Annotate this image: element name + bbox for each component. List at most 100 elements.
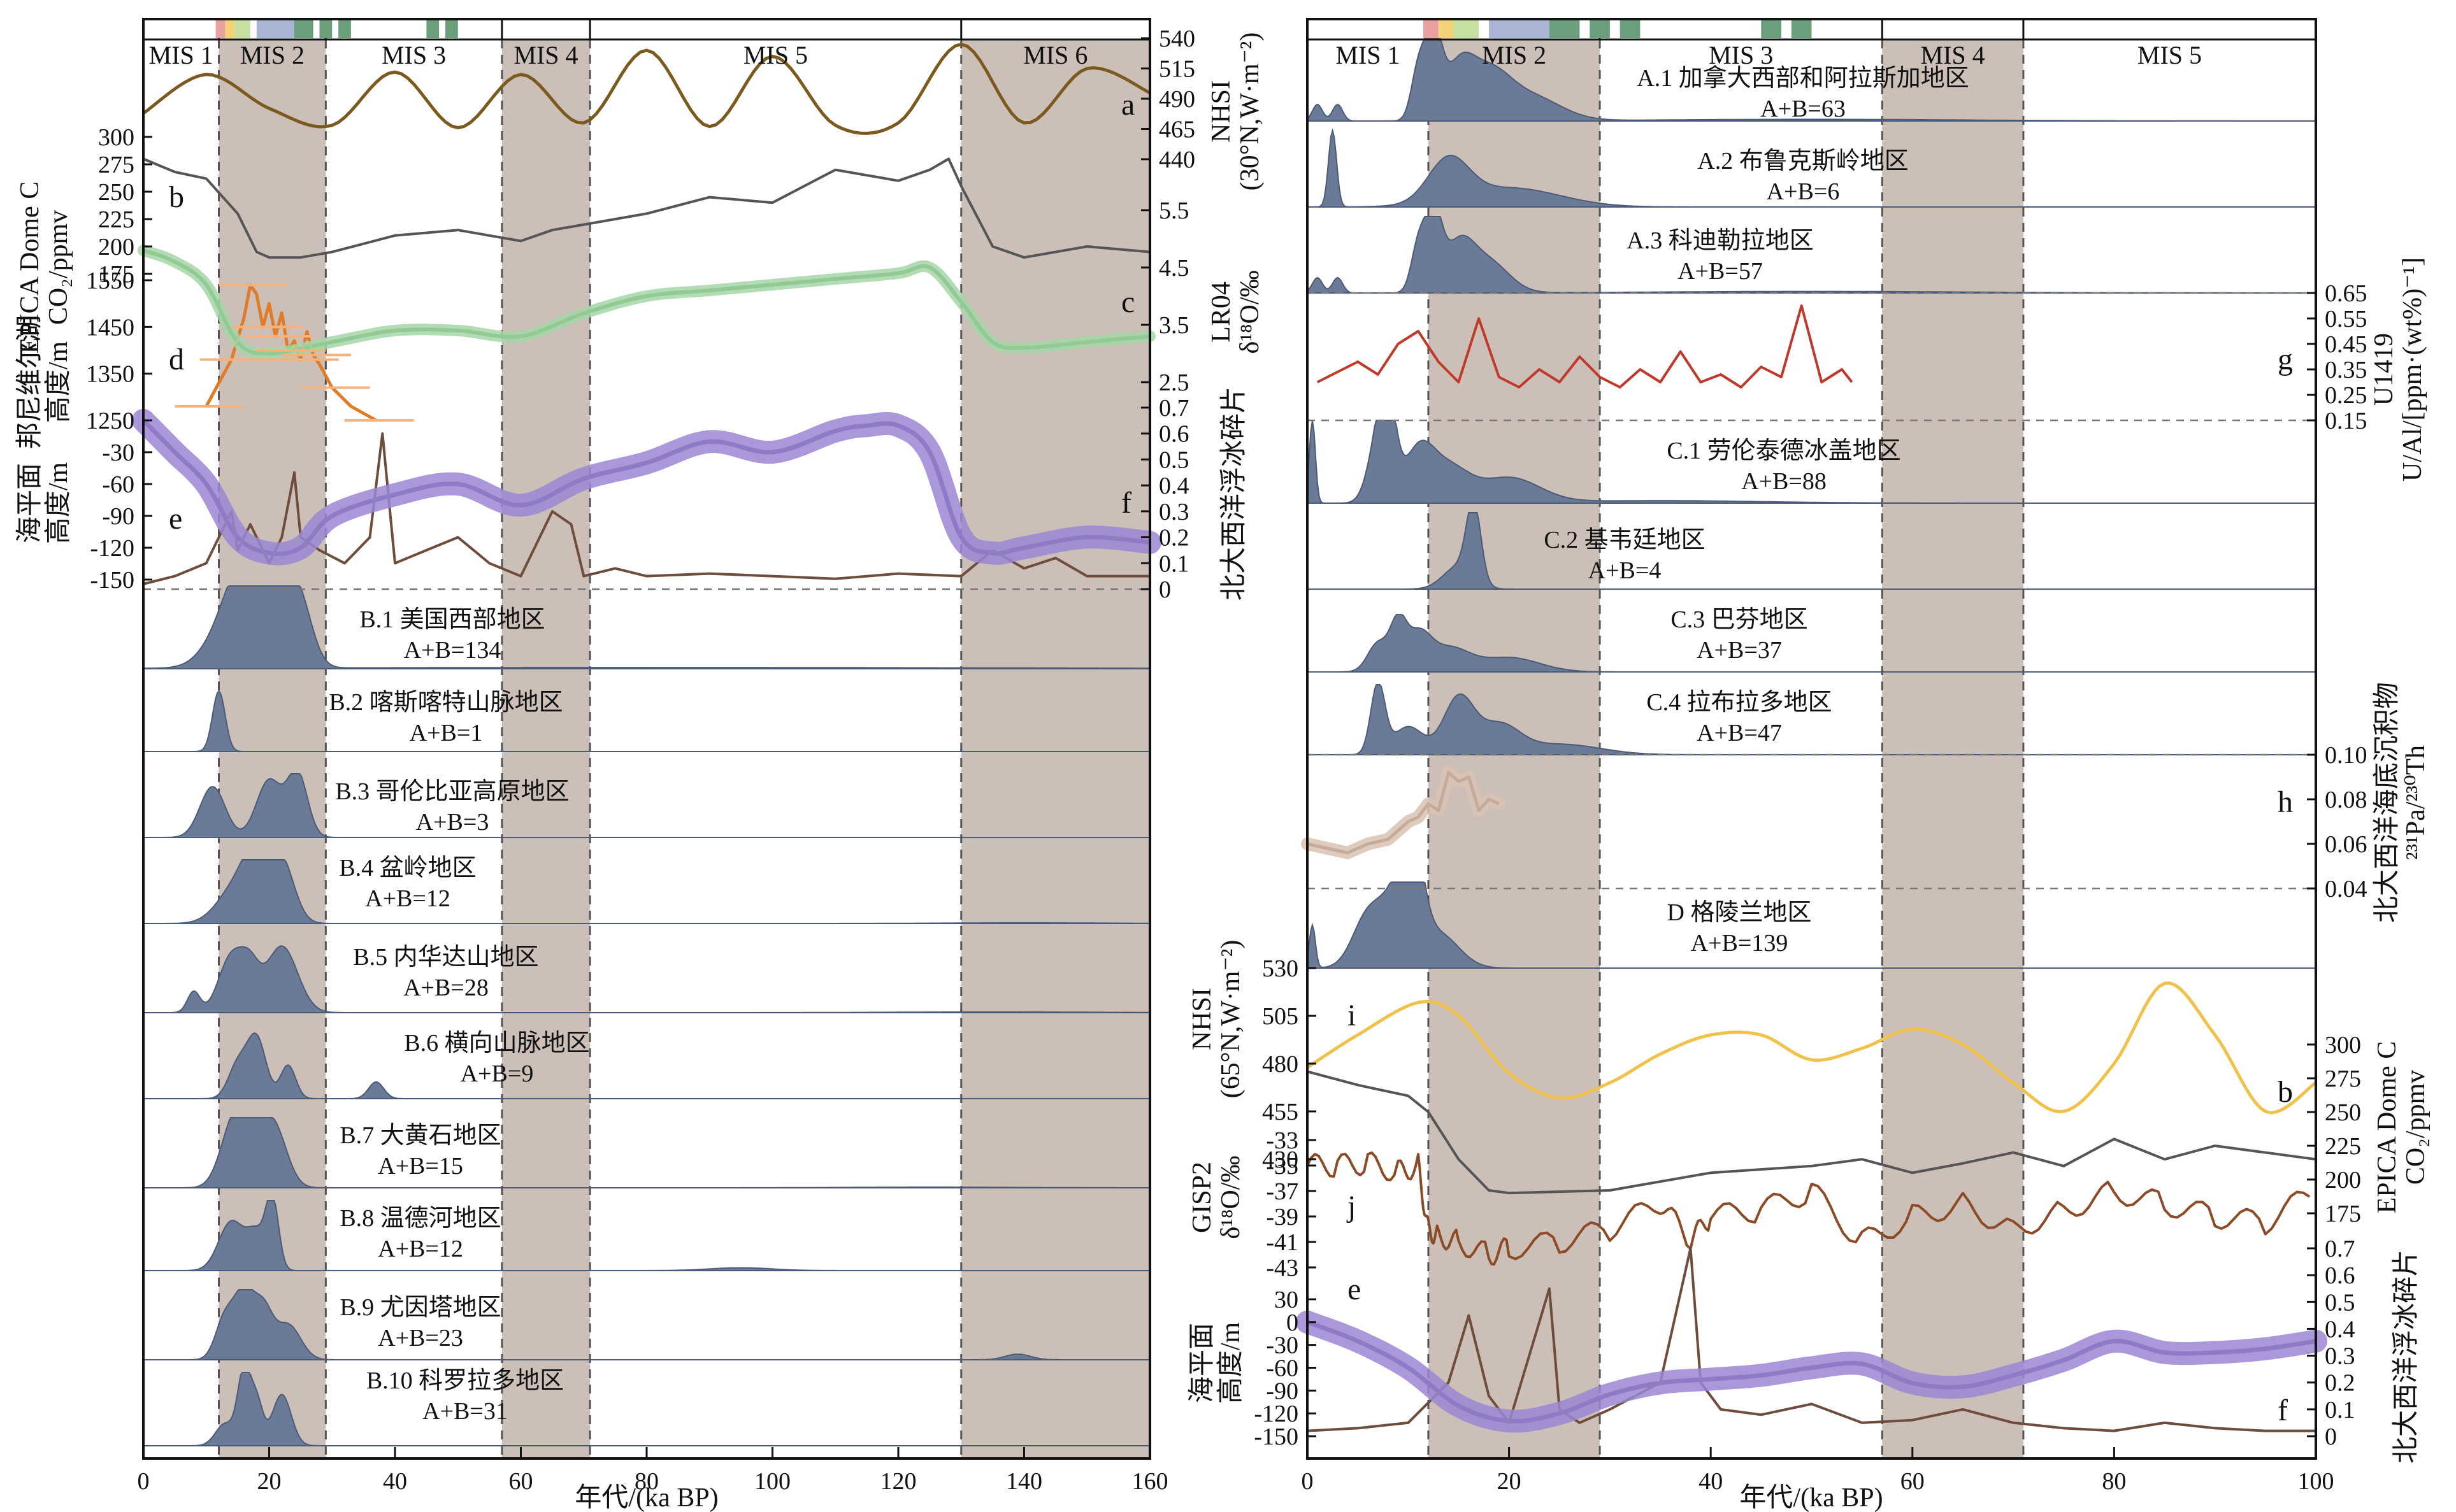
kde-count-label: A+B=1 xyxy=(410,720,483,746)
series-line xyxy=(205,283,377,422)
kde-area xyxy=(1307,420,2316,504)
kde-count-label: A+B=9 xyxy=(461,1060,534,1087)
y-tick-label: -120 xyxy=(90,535,134,562)
y-tick-label: 0 xyxy=(1286,1309,1298,1336)
l-nhsi-label: NHSI xyxy=(1207,80,1236,143)
right-mis-bar xyxy=(1306,18,2317,41)
kde-region-label: A.1 加拿大西部和阿拉斯加地区 xyxy=(1637,65,1969,92)
y-tick-label: 0.04 xyxy=(2325,876,2367,902)
r-sealevel-unit: 高度/m xyxy=(1216,1322,1246,1404)
y-tick-label: 3.5 xyxy=(1159,312,1189,339)
y-tick-label: 505 xyxy=(1262,1003,1298,1030)
y-tick-label: -33 xyxy=(1266,1127,1298,1154)
panel-letter: j xyxy=(1346,1190,1356,1223)
kde-count-label: A+B=15 xyxy=(378,1153,463,1180)
y-tick-label: 250 xyxy=(98,179,134,206)
y-tick-label: -30 xyxy=(102,439,134,466)
y-tick-label: 0.55 xyxy=(2325,306,2367,332)
l-ird-label: 北大西洋浮冰碎片 xyxy=(1219,387,1249,601)
kde-area xyxy=(143,585,1151,669)
kde-area xyxy=(143,690,1150,752)
y-tick-label: 225 xyxy=(98,206,134,233)
y-tick-label: 0.08 xyxy=(2325,787,2367,813)
kde-count-label: A+B=4 xyxy=(1588,557,1662,584)
kde-count-label: A+B=88 xyxy=(1741,468,1827,495)
kde-count-label: A+B=139 xyxy=(1691,930,1788,957)
y-tick-label: -39 xyxy=(1266,1204,1298,1230)
x-tick-label: 40 xyxy=(383,1468,407,1495)
mis-label: MIS 5 xyxy=(2137,41,2202,69)
legend-swatch xyxy=(338,20,351,38)
legend-swatch xyxy=(256,20,294,38)
l-sealevel-label: 海平面 xyxy=(15,463,45,543)
legend-swatch xyxy=(1453,20,1479,38)
mis-label: MIS 6 xyxy=(1023,41,1088,69)
y-tick-label: 275 xyxy=(2325,1066,2361,1092)
r-pa-th-label: 北大西洋海底沉积物 xyxy=(2373,682,2402,923)
y-tick-label: 0 xyxy=(2325,1423,2337,1450)
y-tick-label: 0.2 xyxy=(1159,525,1189,552)
legend-swatch xyxy=(1488,20,1549,38)
series-band xyxy=(132,409,1161,566)
y-tick-label: 430 xyxy=(1262,1146,1298,1173)
r-u-al-label: U1419 xyxy=(2369,333,2399,406)
kde-area xyxy=(1307,881,2316,969)
series-line xyxy=(1307,1070,2316,1195)
mis-label: MIS 1 xyxy=(149,41,213,69)
panel-letter: e xyxy=(1347,1273,1361,1306)
kde-region-label: A.3 科迪勒拉地区 xyxy=(1627,227,1813,254)
shaded-interval xyxy=(961,39,1150,1459)
series-line xyxy=(142,43,1151,135)
y-tick-label: 2.5 xyxy=(1159,369,1189,396)
kde-area xyxy=(1307,128,2316,208)
y-tick-label: -150 xyxy=(1254,1423,1298,1450)
y-tick-label: -120 xyxy=(1254,1401,1298,1427)
kde-region-label: B.1 美国西部地区 xyxy=(359,606,545,633)
panel-letter: e xyxy=(169,502,182,536)
series-band xyxy=(1296,1310,2327,1433)
y-tick-label: 0.4 xyxy=(1159,473,1189,499)
y-tick-label: -60 xyxy=(102,471,134,498)
y-tick-label: 0.5 xyxy=(1159,446,1189,473)
shaded-interval xyxy=(501,39,591,1459)
right-xlabel: 年代/(ka BP) xyxy=(1739,1483,1883,1512)
r-sealevel-label: 海平面 xyxy=(1188,1323,1217,1403)
kde-count-label: A+B=23 xyxy=(378,1325,463,1352)
y-tick-label: 0.10 xyxy=(2325,742,2367,769)
y-tick-label: 0.3 xyxy=(1159,499,1189,525)
y-tick-label: 175 xyxy=(98,261,134,288)
r-co2-unit: CO₂/ppmv xyxy=(2401,1070,2431,1185)
l-co2-unit: CO₂/ppmv xyxy=(44,210,73,325)
kde-area xyxy=(143,773,1150,838)
panel-letter: b xyxy=(169,180,184,214)
kde-area xyxy=(143,1200,1150,1271)
panel-letter: c xyxy=(1121,285,1135,319)
x-tick-label: 80 xyxy=(2102,1468,2126,1495)
y-tick-label: -35 xyxy=(1266,1153,1298,1180)
l-sealevel-unit: 高度/m xyxy=(44,462,73,545)
kde-area xyxy=(1307,512,2316,590)
l-bonneville-label: 邦尼维尔湖 xyxy=(15,315,45,449)
y-tick-label: 0.06 xyxy=(2325,831,2367,858)
mis-label: MIS 4 xyxy=(513,41,578,69)
x-tick-label: 100 xyxy=(2298,1468,2334,1495)
y-tick-label: 0.6 xyxy=(2325,1262,2355,1289)
x-tick-label: 20 xyxy=(1497,1468,1521,1495)
y-tick-label: 4.5 xyxy=(1159,255,1189,282)
series-band xyxy=(1301,766,1505,859)
series-line xyxy=(1316,304,1853,389)
y-tick-label: -60 xyxy=(1266,1355,1298,1382)
y-tick-label: -37 xyxy=(1266,1178,1298,1205)
right-panel: A.1 加拿大西部和阿拉斯加地区 A+B=63 A.2 布鲁克斯岭地区 A+B=6 A.… xyxy=(1188,18,2431,1512)
l-lr04-unit: δ¹⁸O/‰ xyxy=(1235,270,1265,353)
r-ird-label: 北大西洋浮冰碎片 xyxy=(2392,1250,2421,1464)
y-tick-label: 0.3 xyxy=(2325,1343,2355,1370)
r-co2-label: EPICA Dome C xyxy=(2373,1041,2402,1214)
legend-swatch xyxy=(1619,20,1641,38)
y-tick-label: 0.6 xyxy=(1159,421,1189,448)
y-tick-label: 0.5 xyxy=(2325,1289,2355,1316)
y-tick-label: 540 xyxy=(1159,25,1195,52)
left-panel: B.1 美国西部地区 A+B=134 B.2 喀斯喀特山脉地区 A+B=1 B.3 哥伦… xyxy=(15,18,1265,1512)
y-tick-label: 455 xyxy=(1262,1099,1298,1125)
